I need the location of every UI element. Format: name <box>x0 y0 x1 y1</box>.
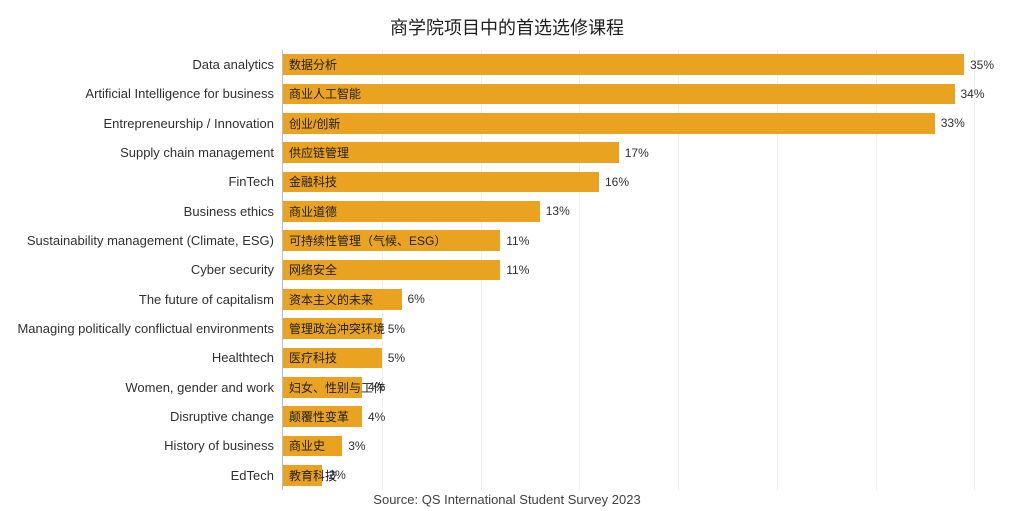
y-label: Disruptive change <box>20 402 282 431</box>
bar-row: 颠覆性变革 4% <box>283 402 994 431</box>
bar-row: 商业人工智能 34% <box>283 79 994 108</box>
bar: 资本主义的未来 <box>283 289 402 310</box>
bar-value: 6% <box>408 292 425 306</box>
bar-label-zh: 妇女、性别与工作 <box>289 379 385 396</box>
bar: 可持续性管理（气候、ESG） <box>283 230 500 251</box>
bar: 颠覆性变革 <box>283 406 362 427</box>
bar-row: 网络安全 11% <box>283 255 994 284</box>
bar: 医疗科技 <box>283 348 382 369</box>
y-label: Supply chain management <box>20 138 282 167</box>
y-label: Entrepreneurship / Innovation <box>20 109 282 138</box>
bar: 网络安全 <box>283 260 500 281</box>
plot-area: Data analyticsArtificial Intelligence fo… <box>20 50 994 490</box>
bar: 金融科技 <box>283 172 599 193</box>
chart-source: Source: QS International Student Survey … <box>20 492 994 507</box>
y-label: Women, gender and work <box>20 373 282 402</box>
bar: 供应链管理 <box>283 142 619 163</box>
bar-row: 金融科技 16% <box>283 167 994 196</box>
bar-label-zh: 商业人工智能 <box>289 85 361 102</box>
bar-value: 17% <box>625 146 649 160</box>
bar-value: 5% <box>388 351 405 365</box>
bar-row: 创业/创新 33% <box>283 109 994 138</box>
chart-container: 商学院项目中的首选选修课程 Data analyticsArtificial I… <box>0 0 1014 511</box>
y-label: Business ethics <box>20 197 282 226</box>
bar-label-zh: 管理政治冲突环境 <box>289 320 385 337</box>
bar: 商业史 <box>283 436 342 457</box>
bar: 管理政治冲突环境 <box>283 318 382 339</box>
y-label: Cyber security <box>20 255 282 284</box>
bar-label-zh: 教育科技 <box>289 467 337 484</box>
bar-label-zh: 资本主义的未来 <box>289 291 373 308</box>
bar: 创业/创新 <box>283 113 935 134</box>
bar-row: 教育科技2% <box>283 461 994 490</box>
bar-row: 妇女、性别与工作4% <box>283 373 994 402</box>
bar-value: 11% <box>506 263 529 277</box>
y-axis-labels: Data analyticsArtificial Intelligence fo… <box>20 50 282 490</box>
bar-label-zh: 医疗科技 <box>289 349 337 366</box>
bar-row: 商业史 3% <box>283 431 994 460</box>
bar-row: 管理政治冲突环境5% <box>283 314 994 343</box>
bar: 教育科技 <box>283 465 322 486</box>
chart-title: 商学院项目中的首选选修课程 <box>20 14 994 40</box>
bar-value: 3% <box>348 439 365 453</box>
y-label: FinTech <box>20 167 282 196</box>
bar-value: 34% <box>961 87 985 101</box>
bar-rows: 数据分析 35% 商业人工智能 34% 创业/创新 33% 供应链管理 17% 金融科技 16% 商… <box>283 50 994 490</box>
bar: 商业道德 <box>283 201 540 222</box>
bar: 商业人工智能 <box>283 84 955 105</box>
bar-label-zh: 网络安全 <box>289 261 337 278</box>
bar-value: 5% <box>388 322 405 336</box>
bar-row: 可持续性管理（气候、ESG） 11% <box>283 226 994 255</box>
bar-value: 35% <box>970 58 994 72</box>
bar: 妇女、性别与工作 <box>283 377 362 398</box>
bar-row: 商业道德 13% <box>283 197 994 226</box>
y-label: Data analytics <box>20 50 282 79</box>
bar-value: 4% <box>368 410 385 424</box>
y-label: Sustainability management (Climate, ESG) <box>20 226 282 255</box>
y-label: The future of capitalism <box>20 285 282 314</box>
y-label: Managing politically conflictual environ… <box>20 314 282 343</box>
bar-label-zh: 商业史 <box>289 437 325 454</box>
bar-row: 数据分析 35% <box>283 50 994 79</box>
bar-row: 医疗科技 5% <box>283 343 994 372</box>
y-label: Healthtech <box>20 343 282 372</box>
bar-label-zh: 供应链管理 <box>289 144 349 161</box>
bar-value: 16% <box>605 175 629 189</box>
y-label: History of business <box>20 431 282 460</box>
bar-row: 资本主义的未来 6% <box>283 285 994 314</box>
bar-label-zh: 商业道德 <box>289 203 337 220</box>
bar-value: 13% <box>546 204 570 218</box>
y-label: EdTech <box>20 461 282 490</box>
bar-value: 33% <box>941 116 965 130</box>
bar-label-zh: 可持续性管理（气候、ESG） <box>289 232 446 249</box>
bar-label-zh: 颠覆性变革 <box>289 408 349 425</box>
y-label: Artificial Intelligence for business <box>20 79 282 108</box>
bar-label-zh: 数据分析 <box>289 56 337 73</box>
bar-value: 11% <box>506 234 529 248</box>
bars-area: 数据分析 35% 商业人工智能 34% 创业/创新 33% 供应链管理 17% 金融科技 16% 商… <box>282 50 994 490</box>
bar-row: 供应链管理 17% <box>283 138 994 167</box>
bar-label-zh: 创业/创新 <box>289 115 340 132</box>
bar-label-zh: 金融科技 <box>289 173 337 190</box>
bar: 数据分析 <box>283 54 964 75</box>
